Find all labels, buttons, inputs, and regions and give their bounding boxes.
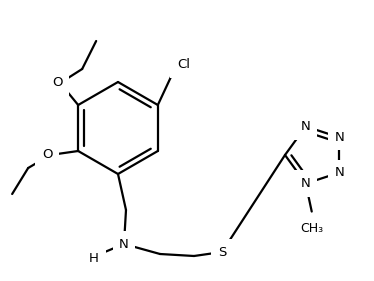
Text: N: N bbox=[301, 177, 310, 190]
Text: CH₃: CH₃ bbox=[300, 221, 323, 235]
Text: N: N bbox=[301, 120, 310, 133]
Text: O: O bbox=[42, 148, 52, 162]
Text: H: H bbox=[89, 251, 99, 264]
Text: O: O bbox=[52, 76, 62, 90]
Text: N: N bbox=[334, 166, 344, 179]
Text: Cl: Cl bbox=[177, 58, 190, 71]
Text: S: S bbox=[218, 246, 226, 259]
Text: N: N bbox=[334, 131, 344, 144]
Text: N: N bbox=[119, 237, 129, 250]
